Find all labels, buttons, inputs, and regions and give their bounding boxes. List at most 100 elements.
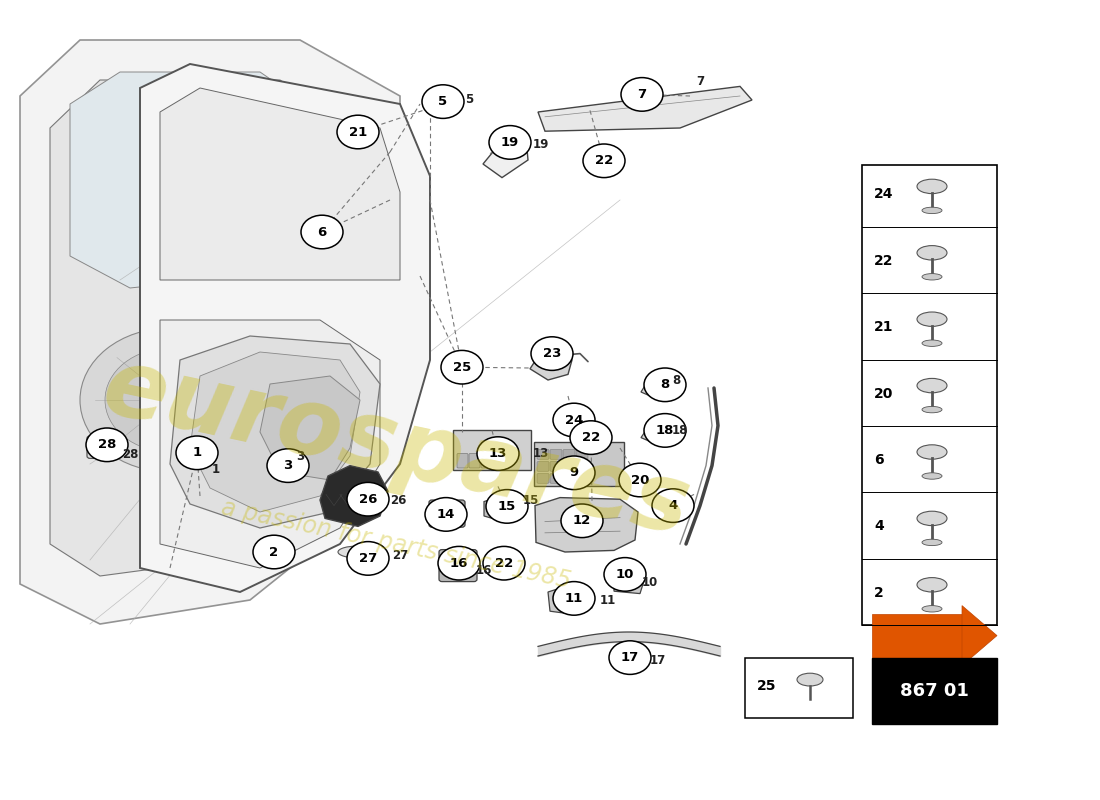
- Circle shape: [253, 535, 295, 569]
- Text: 18: 18: [656, 424, 674, 437]
- Polygon shape: [260, 376, 360, 480]
- Polygon shape: [20, 40, 400, 624]
- Text: 27: 27: [359, 552, 377, 565]
- Polygon shape: [50, 80, 360, 576]
- Text: 16: 16: [450, 557, 469, 570]
- FancyBboxPatch shape: [550, 462, 562, 471]
- FancyBboxPatch shape: [563, 450, 575, 459]
- Circle shape: [583, 144, 625, 178]
- FancyBboxPatch shape: [456, 454, 468, 468]
- Text: 22: 22: [595, 154, 613, 167]
- Text: 17: 17: [650, 654, 667, 666]
- Text: 22: 22: [582, 431, 601, 444]
- Ellipse shape: [922, 340, 942, 346]
- Text: 8: 8: [672, 374, 680, 386]
- Polygon shape: [538, 86, 752, 131]
- FancyBboxPatch shape: [534, 442, 624, 486]
- Polygon shape: [641, 382, 661, 397]
- FancyBboxPatch shape: [862, 166, 997, 626]
- Circle shape: [438, 546, 480, 580]
- Text: 17: 17: [620, 651, 639, 664]
- Circle shape: [604, 558, 646, 591]
- Ellipse shape: [917, 179, 947, 194]
- Text: 18: 18: [672, 424, 689, 437]
- Text: 1: 1: [212, 463, 220, 476]
- Ellipse shape: [922, 207, 942, 214]
- Text: 20: 20: [874, 386, 893, 401]
- Polygon shape: [70, 72, 330, 288]
- Circle shape: [346, 482, 389, 516]
- Circle shape: [104, 348, 235, 452]
- Text: 22: 22: [874, 254, 893, 268]
- Circle shape: [652, 489, 694, 522]
- Text: 21: 21: [349, 126, 367, 138]
- FancyBboxPatch shape: [576, 462, 588, 471]
- Text: 12: 12: [573, 514, 591, 527]
- Text: 28: 28: [98, 438, 117, 451]
- Circle shape: [619, 463, 661, 497]
- FancyBboxPatch shape: [563, 474, 575, 483]
- Text: 3: 3: [296, 450, 304, 462]
- Text: 28: 28: [122, 448, 139, 461]
- Circle shape: [561, 504, 603, 538]
- FancyBboxPatch shape: [537, 450, 549, 459]
- FancyBboxPatch shape: [537, 474, 549, 483]
- FancyBboxPatch shape: [537, 462, 549, 471]
- Text: 10: 10: [616, 568, 635, 581]
- Text: 4: 4: [874, 519, 883, 534]
- FancyBboxPatch shape: [481, 454, 492, 468]
- Text: 24: 24: [564, 414, 583, 426]
- FancyBboxPatch shape: [745, 658, 852, 718]
- Text: 11: 11: [600, 594, 616, 606]
- Text: 23: 23: [542, 347, 561, 360]
- Polygon shape: [962, 606, 997, 666]
- Circle shape: [176, 436, 218, 470]
- Text: 26: 26: [390, 494, 406, 507]
- Ellipse shape: [917, 246, 947, 260]
- Circle shape: [80, 328, 260, 472]
- FancyBboxPatch shape: [87, 436, 118, 458]
- Text: a passion for parts since 1985: a passion for parts since 1985: [219, 495, 573, 593]
- FancyBboxPatch shape: [872, 658, 997, 724]
- Ellipse shape: [917, 312, 947, 326]
- Circle shape: [553, 456, 595, 490]
- Ellipse shape: [917, 378, 947, 393]
- Polygon shape: [278, 461, 304, 478]
- Circle shape: [570, 421, 612, 454]
- Text: 25: 25: [757, 679, 777, 693]
- Text: 7: 7: [637, 88, 647, 101]
- FancyBboxPatch shape: [550, 474, 562, 483]
- Circle shape: [553, 582, 595, 615]
- Text: 10: 10: [642, 576, 658, 589]
- Text: 24: 24: [874, 187, 893, 202]
- Polygon shape: [160, 320, 380, 568]
- Ellipse shape: [922, 606, 942, 612]
- Circle shape: [267, 449, 309, 482]
- Ellipse shape: [917, 445, 947, 459]
- Circle shape: [609, 641, 651, 674]
- Text: 11: 11: [565, 592, 583, 605]
- Circle shape: [441, 350, 483, 384]
- Text: 21: 21: [874, 320, 893, 334]
- Text: 3: 3: [284, 459, 293, 472]
- Polygon shape: [535, 498, 638, 552]
- Polygon shape: [530, 350, 572, 380]
- Polygon shape: [439, 96, 462, 110]
- Text: eurospares: eurospares: [95, 341, 697, 555]
- Ellipse shape: [917, 578, 947, 592]
- Text: 25: 25: [453, 361, 471, 374]
- Circle shape: [531, 337, 573, 370]
- FancyBboxPatch shape: [576, 474, 588, 483]
- Circle shape: [486, 490, 528, 523]
- Polygon shape: [190, 352, 360, 512]
- Circle shape: [490, 126, 531, 159]
- Text: 8: 8: [660, 378, 670, 391]
- FancyBboxPatch shape: [469, 454, 480, 468]
- Polygon shape: [614, 574, 644, 594]
- Text: 16: 16: [476, 564, 493, 577]
- Circle shape: [644, 368, 686, 402]
- Text: 13: 13: [488, 447, 507, 460]
- Text: 1: 1: [192, 446, 201, 459]
- Ellipse shape: [922, 274, 942, 280]
- Text: 19: 19: [534, 138, 549, 150]
